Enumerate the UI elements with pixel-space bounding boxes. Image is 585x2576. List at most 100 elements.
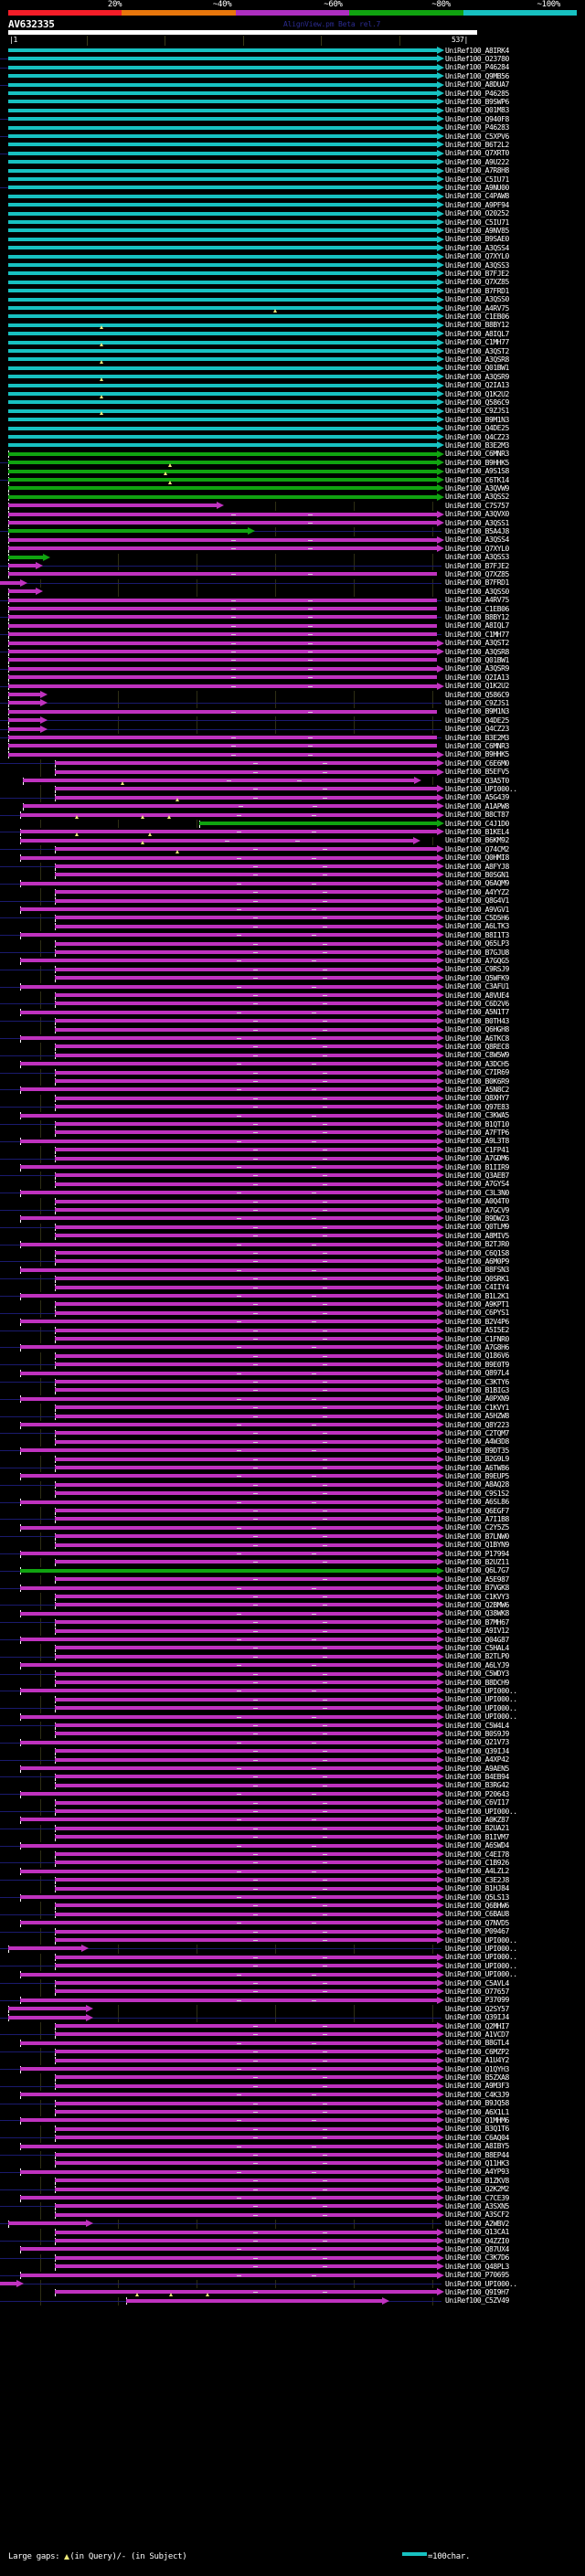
- hit-row[interactable]: UniRef100_B9DT35: [0, 1447, 585, 1455]
- hit-accession-label[interactable]: UniRef100_Q0HMI8: [445, 853, 509, 863]
- hit-accession-label[interactable]: UniRef100_B2UZ11: [445, 1557, 509, 1566]
- hit-row[interactable]: UniRef100_Q897L4: [0, 1369, 585, 1378]
- hit-row[interactable]: UniRef100_B0SGN1: [0, 871, 585, 880]
- hsp-bar[interactable]: [55, 2050, 437, 2054]
- hit-row[interactable]: UniRef100_Q0HMI8: [0, 853, 585, 863]
- hsp-bar[interactable]: [55, 1224, 437, 1229]
- hsp-bar[interactable]: [20, 1500, 437, 1504]
- hit-row[interactable]: UniRef100_Q7XZ85: [0, 570, 585, 578]
- hit-accession-label[interactable]: UniRef100_A3QVX0: [445, 510, 509, 519]
- hsp-bar[interactable]: [8, 486, 437, 491]
- hit-row[interactable]: UniRef100_A3QSS4: [0, 535, 585, 545]
- hit-row[interactable]: UniRef100_UPI000..: [0, 1936, 585, 1945]
- hit-accession-label[interactable]: UniRef100_Q897L4: [445, 1369, 509, 1378]
- hit-accession-label[interactable]: UniRef100_A0PXN9: [445, 1394, 509, 1404]
- hit-row[interactable]: UniRef100_Q1MHM6: [0, 2116, 585, 2125]
- hit-row[interactable]: UniRef100_B9M1N3: [0, 416, 585, 424]
- hsp-bar[interactable]: [20, 812, 437, 817]
- hit-accession-label[interactable]: UniRef100_A3QVW9: [445, 483, 509, 493]
- hit-accession-label[interactable]: UniRef100_P20643: [445, 1789, 509, 1798]
- hit-accession-label[interactable]: UniRef100_C3KTY6: [445, 1377, 509, 1386]
- hit-accession-label[interactable]: UniRef100_A1VCD7: [445, 2030, 509, 2039]
- hit-row[interactable]: UniRef100_Q6BHW6: [0, 1901, 585, 1911]
- hsp-bar[interactable]: [55, 2187, 437, 2191]
- hsp-bar[interactable]: [20, 1921, 437, 1925]
- hit-accession-label[interactable]: UniRef100_B1BIG3: [445, 1385, 509, 1394]
- hit-row[interactable]: UniRef100_C2Y5Z5: [0, 1523, 585, 1532]
- hsp-bar[interactable]: [55, 1577, 437, 1582]
- hit-accession-label[interactable]: UniRef100_Q9MB56: [445, 71, 509, 80]
- hit-accession-label[interactable]: UniRef100_C1B926: [445, 1858, 509, 1867]
- hit-row[interactable]: UniRef100_A9PF94: [0, 201, 585, 209]
- hit-accession-label[interactable]: UniRef100_A6SL86: [445, 1498, 509, 1507]
- hit-accession-label[interactable]: UniRef100_C7CE39: [445, 2193, 509, 2202]
- hit-accession-label[interactable]: UniRef100_Q2MHI7: [445, 2021, 509, 2030]
- hit-accession-label[interactable]: UniRef100_Q6BHW6: [445, 1901, 509, 1910]
- hsp-bar[interactable]: [55, 1955, 437, 1959]
- hit-accession-label[interactable]: UniRef100_A3QSR9: [445, 664, 509, 673]
- hit-row[interactable]: UniRef100_C6D2V6: [0, 1000, 585, 1009]
- hit-row[interactable]: UniRef100_B8CT87: [0, 811, 585, 820]
- hit-accession-label[interactable]: UniRef100_C1FP41: [445, 1145, 509, 1154]
- hit-accession-label[interactable]: UniRef100_C5HAL4: [445, 1643, 509, 1652]
- hit-row[interactable]: UniRef100_A3QSS4: [0, 244, 585, 252]
- hsp-bar[interactable]: [20, 1165, 437, 1169]
- hit-row[interactable]: UniRef100_C5AVL4: [0, 1979, 585, 1988]
- hit-accession-label[interactable]: UniRef100_Q1QYH3: [445, 2064, 509, 2073]
- hit-accession-label[interactable]: UniRef100_C1EB06: [445, 312, 509, 321]
- hit-accession-label[interactable]: UniRef100_P37099: [445, 1996, 509, 2005]
- hsp-bar[interactable]: [8, 263, 437, 267]
- hit-row[interactable]: UniRef100_UPI000..: [0, 1695, 585, 1705]
- hsp-bar[interactable]: [8, 306, 437, 310]
- hit-accession-label[interactable]: UniRef100_Q48PL3: [445, 2262, 509, 2271]
- hsp-bar[interactable]: [23, 804, 437, 809]
- hit-accession-label[interactable]: UniRef100_B8CT87: [445, 811, 509, 820]
- hit-row[interactable]: UniRef100_C1EB06: [0, 605, 585, 613]
- hit-row[interactable]: UniRef100_A5G439: [0, 793, 585, 803]
- hsp-bar[interactable]: [55, 2083, 437, 2088]
- hit-row[interactable]: UniRef100_A3SXN5: [0, 2202, 585, 2211]
- hit-accession-label[interactable]: UniRef100_Q186V6: [445, 1352, 509, 1361]
- hit-accession-label[interactable]: UniRef100_A3QSS2: [445, 493, 509, 502]
- hit-row[interactable]: UniRef100_C1FP41: [0, 1145, 585, 1155]
- hit-accession-label[interactable]: UniRef100_Q01BW1: [445, 655, 509, 664]
- hit-row[interactable]: UniRef100_A3QSR8: [0, 355, 585, 364]
- hit-accession-label[interactable]: UniRef100_Q1MHM6: [445, 2115, 509, 2125]
- hit-accession-label[interactable]: UniRef100_Q1K2U2: [445, 389, 509, 398]
- hsp-bar[interactable]: [55, 1826, 437, 1830]
- hsp-bar[interactable]: [55, 2153, 437, 2157]
- hit-row[interactable]: UniRef100_Q4ZZI0: [0, 2237, 585, 2246]
- hsp-bar[interactable]: [20, 2169, 437, 2174]
- hit-row[interactable]: UniRef100_Q2BMW6: [0, 1600, 585, 1610]
- hit-row[interactable]: UniRef100_Q7XYL0: [0, 252, 585, 261]
- hit-row[interactable]: UniRef100_C9RSJ9: [0, 965, 585, 975]
- hsp-bar[interactable]: [8, 177, 437, 181]
- hit-row[interactable]: UniRef100_A5HZW8: [0, 1412, 585, 1421]
- hit-row[interactable]: UniRef100_UPI000..: [0, 1687, 585, 1695]
- hsp-bar[interactable]: [55, 1053, 437, 1057]
- hit-row[interactable]: UniRef100_C4K3J9: [0, 2091, 585, 2099]
- hit-accession-label[interactable]: UniRef100_Q7XZ85: [445, 569, 509, 578]
- hit-row[interactable]: UniRef100_A8DUA7: [0, 80, 585, 90]
- hsp-bar[interactable]: [8, 469, 437, 473]
- hit-row[interactable]: UniRef100_C3AFU1: [0, 982, 585, 991]
- hit-row[interactable]: UniRef100_C6MZP2: [0, 2048, 585, 2057]
- hit-row[interactable]: UniRef100_C5ZV49: [0, 2296, 585, 2306]
- hsp-bar[interactable]: [20, 1242, 437, 1246]
- hsp-bar[interactable]: [55, 941, 437, 946]
- hsp-bar[interactable]: [55, 1620, 437, 1625]
- hit-row[interactable]: UniRef100_Q21V73: [0, 1738, 585, 1747]
- hit-accession-label[interactable]: UniRef100_A6M0P9: [445, 1256, 509, 1266]
- hit-row[interactable]: UniRef100_B9EUP5: [0, 1472, 585, 1480]
- hit-row[interactable]: UniRef100_Q11HK3: [0, 2159, 585, 2168]
- hit-row[interactable]: UniRef100_A3QVX0: [0, 510, 585, 519]
- hsp-bar[interactable]: [8, 48, 437, 52]
- hit-row[interactable]: UniRef100_Q2IA13: [0, 381, 585, 390]
- hit-row[interactable]: UniRef100_B8EP44: [0, 2151, 585, 2160]
- hit-row[interactable]: UniRef100_P20643: [0, 1790, 585, 1798]
- hsp-bar[interactable]: [55, 898, 437, 903]
- hsp-bar[interactable]: [20, 1766, 437, 1770]
- hit-accession-label[interactable]: UniRef100_Q2BMW6: [445, 1600, 509, 1609]
- hit-row[interactable]: UniRef100_C5WDY3: [0, 1670, 585, 1679]
- hsp-bar[interactable]: [55, 1019, 437, 1023]
